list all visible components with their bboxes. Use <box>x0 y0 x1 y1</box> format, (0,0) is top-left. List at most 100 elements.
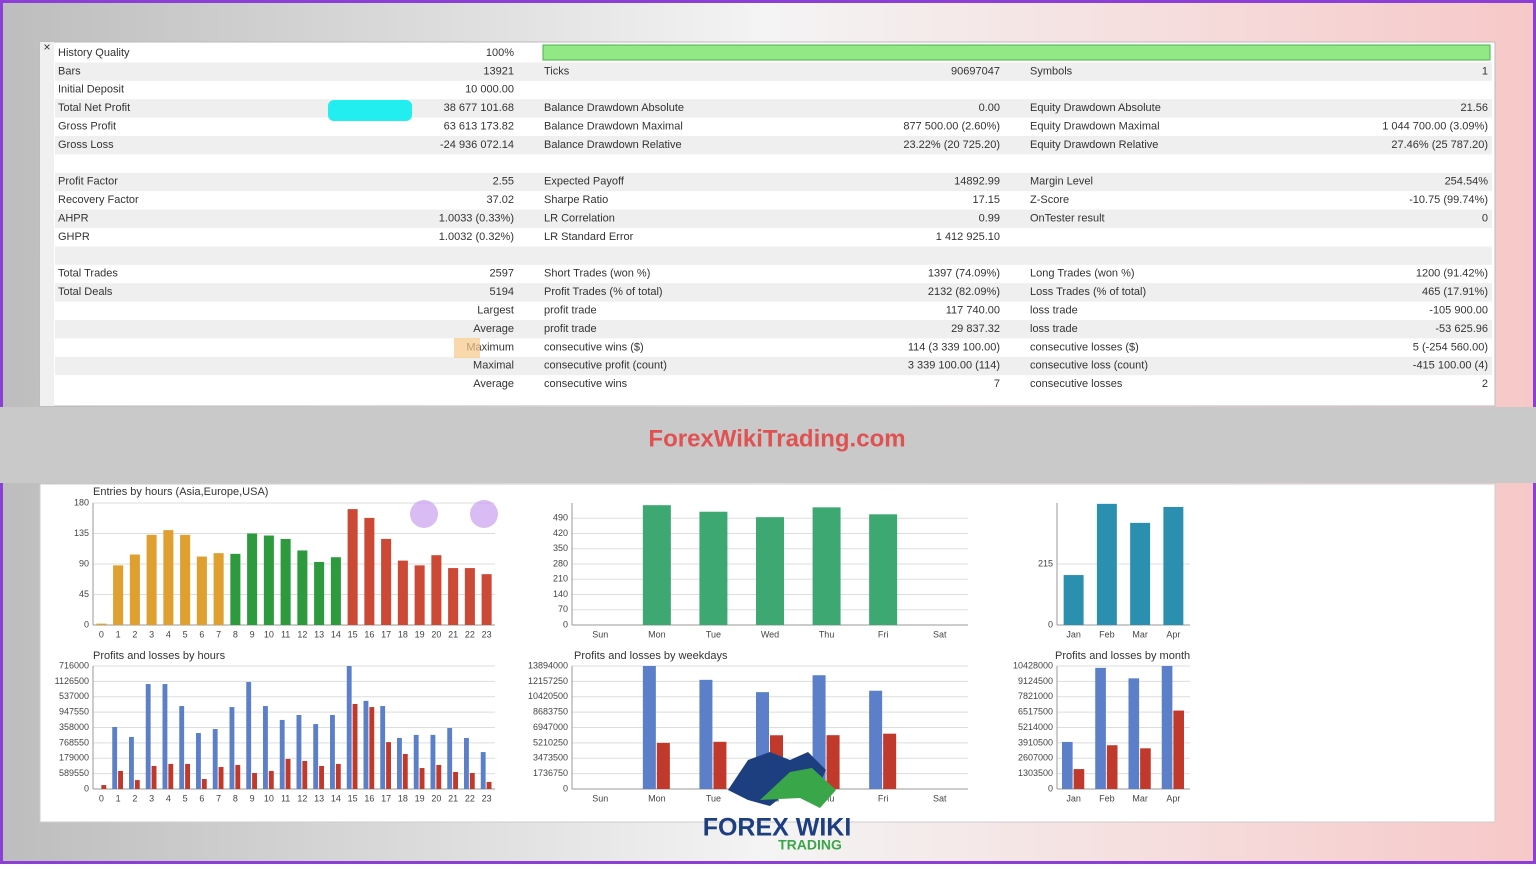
y-tick-label: 0 <box>563 619 568 629</box>
cell-label: loss trade <box>1030 323 1078 335</box>
cell-label: LR Standard Error <box>544 231 634 243</box>
bar <box>196 732 201 789</box>
y-tick-label: 70 <box>558 604 568 614</box>
bar <box>464 568 475 625</box>
cell-label: Balance Drawdown Absolute <box>544 102 684 114</box>
x-tick-label: Sun <box>592 629 608 639</box>
chart-title: Entries by hours (Asia,Europe,USA) <box>93 486 268 498</box>
x-tick-label: Sat <box>933 629 947 639</box>
cell-label: Ticks <box>544 65 570 77</box>
bar <box>713 741 727 789</box>
bar <box>826 735 840 789</box>
y-tick-label: 179000 <box>59 753 89 763</box>
cell-label: Equity Drawdown Absolute <box>1030 102 1161 114</box>
bar <box>869 690 883 789</box>
cell-value: 5194 <box>490 286 514 298</box>
logo-tagline: TRADING <box>778 837 842 853</box>
bar <box>453 771 458 789</box>
chart-title: Profits and losses by month <box>1055 650 1190 662</box>
x-tick-label: 13 <box>314 793 324 803</box>
bar <box>699 511 728 625</box>
x-tick-label: 18 <box>398 629 408 639</box>
cell-value: Largest <box>477 305 514 317</box>
cell-value: 13921 <box>483 65 514 77</box>
cell-label: Profit Factor <box>58 176 118 188</box>
cell-value: 27.46% (25 787.20) <box>1391 139 1488 151</box>
cell-value: 10 000.00 <box>465 84 514 96</box>
cell-label: Recovery Factor <box>58 194 139 206</box>
cell-value: 0.00 <box>979 102 1000 114</box>
x-tick-label: 23 <box>482 629 492 639</box>
charts: Entries by hours (Asia,Europe,USA)045901… <box>55 486 1191 803</box>
x-tick-label: Mar <box>1132 793 1148 803</box>
cell-label: Balance Drawdown Maximal <box>544 121 683 133</box>
cell-label: Margin Level <box>1030 176 1093 188</box>
y-tick-label: 6517500 <box>1018 707 1053 717</box>
bar <box>414 565 425 625</box>
bar <box>397 737 402 789</box>
bar <box>129 554 140 625</box>
bar <box>1128 678 1140 789</box>
bar <box>118 770 123 789</box>
bar <box>402 753 408 789</box>
bar <box>480 752 486 789</box>
highlight <box>328 100 412 121</box>
x-tick-label: Feb <box>1099 629 1115 639</box>
x-tick-label: Mon <box>648 629 666 639</box>
x-tick-label: 9 <box>250 629 255 639</box>
x-tick-label: Tue <box>706 793 721 803</box>
bar <box>280 538 291 625</box>
bar <box>319 765 324 789</box>
x-tick-label: 11 <box>281 629 290 639</box>
x-tick-label: 12 <box>297 629 307 639</box>
logo-bull <box>760 768 836 808</box>
x-tick-label: 17 <box>381 793 391 803</box>
x-tick-label: 2 <box>132 629 137 639</box>
x-tick-label: 14 <box>331 793 341 803</box>
bar <box>112 726 118 789</box>
x-tick-label: 6 <box>199 629 204 639</box>
y-tick-label: 210 <box>553 574 568 584</box>
x-tick-label: 16 <box>364 629 374 639</box>
cell-value: 29 837.32 <box>951 323 1000 335</box>
x-tick-label: 18 <box>398 793 408 803</box>
bar <box>1161 666 1173 789</box>
x-tick-label: 5 <box>183 793 188 803</box>
y-tick-label: 12157250 <box>528 676 568 686</box>
x-tick-label: 0 <box>99 793 104 803</box>
cell-label: consecutive profit (count) <box>544 360 667 372</box>
logo: FOREX WIKI TRADING <box>703 752 851 853</box>
bar <box>335 763 341 789</box>
y-tick-label: 0 <box>563 783 568 793</box>
cell-label: Total Deals <box>58 286 113 298</box>
bar <box>180 534 191 625</box>
cell-label: Balance Drawdown Relative <box>544 139 682 151</box>
y-tick-label: 215 <box>1038 558 1053 568</box>
cell-value: -105 900.00 <box>1429 305 1488 317</box>
bar <box>297 550 308 625</box>
cell-value: 1 <box>1482 65 1488 77</box>
bar <box>1061 741 1073 789</box>
bar <box>229 707 235 789</box>
bar <box>448 568 459 625</box>
y-tick-label: 358000 <box>59 722 89 732</box>
bar <box>347 509 358 625</box>
y-tick-label: 13894000 <box>528 660 568 670</box>
cell-label: loss trade <box>1030 305 1078 317</box>
cell-value: 21.56 <box>1460 102 1488 114</box>
row-background <box>55 356 1492 376</box>
y-tick-label: 420 <box>553 528 568 538</box>
bar <box>230 553 241 625</box>
bar <box>386 742 391 789</box>
cell-label: AHPR <box>58 213 89 225</box>
cell-value: 1.0033 (0.33%) <box>439 213 514 225</box>
close-button[interactable]: × <box>43 40 50 54</box>
bar <box>101 785 107 789</box>
cell-label: profit trade <box>544 305 597 317</box>
cell-label: Bars <box>58 65 81 77</box>
x-tick-label: 10 <box>264 793 274 803</box>
row-background <box>55 136 1492 155</box>
bar <box>642 505 671 625</box>
bar <box>129 736 134 789</box>
decoration <box>410 500 438 528</box>
